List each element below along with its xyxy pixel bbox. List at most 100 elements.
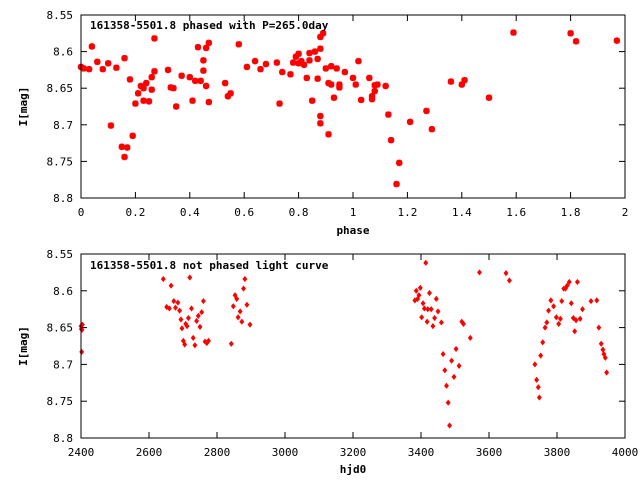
data-point — [235, 314, 241, 321]
data-point — [416, 292, 422, 299]
data-point — [538, 352, 544, 359]
data-point — [366, 74, 373, 82]
top-x-axis-label: phase — [336, 224, 369, 237]
top-y-tick-label: 8.8 — [53, 192, 73, 205]
data-point — [317, 120, 324, 127]
bottom-y-tick-label: 8.8 — [53, 432, 73, 445]
data-point — [224, 93, 232, 100]
data-point — [317, 45, 324, 52]
data-point — [572, 328, 578, 335]
bottom-x-tick-label: 4000 — [612, 446, 639, 459]
data-point — [137, 82, 145, 90]
data-point — [442, 367, 448, 374]
data-point — [574, 278, 580, 286]
bottom-y-axis-label: I[mag] — [17, 326, 30, 366]
data-point — [182, 341, 188, 348]
data-point — [349, 74, 357, 82]
bottom-x-tick-label: 3400 — [408, 446, 435, 459]
data-point — [234, 295, 240, 302]
data-point — [145, 98, 153, 105]
data-point — [461, 76, 468, 84]
data-point — [195, 312, 201, 319]
data-point — [134, 90, 142, 97]
data-point — [105, 60, 112, 67]
data-point — [510, 29, 517, 36]
data-point — [99, 65, 106, 73]
data-point — [387, 136, 395, 144]
data-point — [568, 300, 574, 307]
top-x-tick-label: 1.8 — [561, 206, 581, 219]
data-point — [178, 316, 184, 323]
bottom-x-tick-label: 2800 — [204, 446, 231, 459]
data-point — [173, 103, 180, 110]
data-point — [551, 303, 557, 310]
data-point — [548, 297, 554, 304]
data-point — [368, 95, 376, 103]
top-x-tick-label: 1 — [350, 206, 357, 219]
data-point — [243, 63, 251, 71]
bottom-chart-title: 161358-5501.8 not phased light curve — [90, 259, 329, 272]
data-point — [279, 68, 286, 76]
top-axis-ticks: 0 0.2 0.4 0.6 0.8 1 1.2 1.4 1.6 1.8 2 8.55 8.6 8.65 8.… — [47, 9, 629, 219]
data-point — [445, 399, 451, 406]
data-point — [588, 298, 594, 305]
data-point — [423, 107, 430, 115]
data-point — [406, 118, 414, 126]
data-point — [235, 41, 242, 48]
data-point — [385, 111, 392, 118]
bottom-x-tick-label: 3000 — [272, 446, 299, 459]
data-point — [567, 30, 574, 37]
top-y-tick-label: 8.55 — [47, 9, 74, 22]
data-point — [532, 361, 538, 368]
data-point — [273, 59, 281, 66]
data-point — [303, 74, 310, 82]
top-x-tick-label: 0.2 — [125, 206, 145, 219]
data-point — [413, 287, 419, 294]
data-point — [451, 373, 457, 380]
data-point — [244, 301, 250, 308]
data-point — [306, 57, 313, 64]
top-x-tick-label: 1.4 — [452, 206, 472, 219]
top-x-tick-label: 0.8 — [289, 206, 309, 219]
top-y-tick-label: 8.6 — [53, 46, 73, 59]
data-point — [242, 275, 248, 283]
data-point — [177, 307, 183, 314]
data-point — [148, 86, 155, 93]
bottom-x-axis-label: hjd0 — [340, 463, 367, 476]
top-x-tick-label: 2 — [622, 206, 629, 219]
data-point — [328, 81, 335, 88]
data-point — [132, 100, 139, 107]
data-point — [428, 306, 434, 313]
data-point — [428, 125, 436, 133]
data-point — [425, 306, 431, 313]
bottom-y-tick-label: 8.6 — [53, 285, 73, 298]
data-point — [205, 98, 213, 106]
top-chart-title: 161358-5501.8 phased with P=265.0day — [90, 19, 329, 32]
data-point — [535, 384, 541, 391]
data-point — [298, 57, 305, 65]
data-point — [239, 318, 245, 325]
top-data-points — [77, 29, 621, 188]
data-point — [580, 306, 585, 313]
data-point — [485, 94, 493, 101]
data-point — [292, 53, 300, 60]
data-point — [170, 85, 177, 92]
bottom-axis-ticks: 2400 2600 2800 3000 3200 3400 3600 3800 4000 8.55… — [47, 248, 639, 459]
data-point — [221, 79, 229, 87]
top-phased-panel: 0 0.2 0.4 0.6 0.8 1 1.2 1.4 1.6 1.8 2 8.55 8.6 8.65 8.… — [17, 9, 628, 237]
data-point — [542, 324, 548, 331]
data-point — [371, 87, 378, 95]
bottom-x-tick-label: 3800 — [544, 446, 571, 459]
data-point — [118, 143, 125, 150]
data-point — [121, 54, 128, 62]
top-y-tick-label: 8.75 — [47, 155, 74, 168]
top-x-tick-label: 0.6 — [234, 206, 254, 219]
top-x-tick-label: 0.4 — [180, 206, 200, 219]
data-point — [467, 334, 473, 341]
data-point — [241, 285, 246, 292]
data-point — [573, 317, 579, 324]
data-point — [199, 309, 205, 316]
data-point — [355, 57, 362, 65]
bottom-x-tick-label: 3600 — [476, 446, 503, 459]
